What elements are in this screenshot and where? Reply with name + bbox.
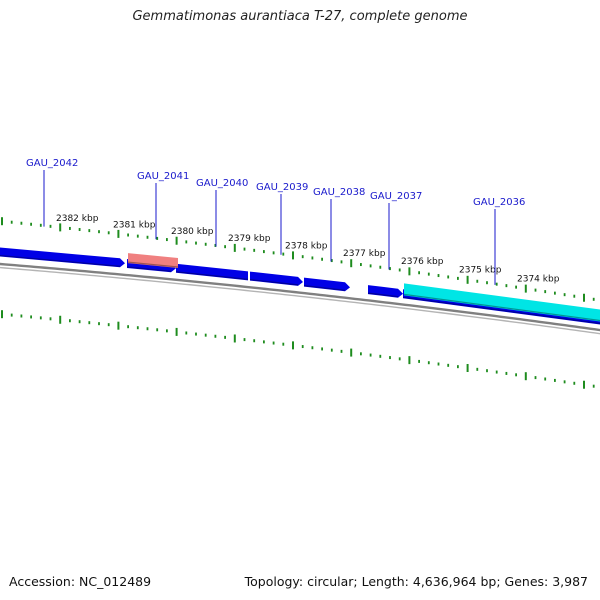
gene-feature-gau-2040-shade: [175, 271, 249, 280]
gene-labels: GAU_2042 GAU_2041 GAU_2040 GAU_2039 GAU_2038…: [26, 158, 525, 285]
accession-text: Accession: NC_012489: [9, 574, 152, 589]
gene-feature-gau-2037-shade: [367, 292, 399, 298]
gene-label[interactable]: GAU_2040: [196, 178, 248, 189]
gene-label[interactable]: GAU_2037: [370, 191, 422, 202]
scale-label: 2379 kbp: [228, 234, 271, 244]
gene-feature-gau-2041-shade: [126, 266, 172, 272]
highlighted-feature[interactable]: [128, 253, 178, 268]
gene-feature-gau-2039-shade: [249, 279, 299, 286]
backbone-arc: [0, 262, 600, 335]
gene-label[interactable]: GAU_2041: [137, 171, 189, 182]
scale-label: 2380 kbp: [171, 227, 214, 237]
highlighted-feature-shade: [127, 261, 179, 268]
gene-label[interactable]: GAU_2042: [26, 158, 78, 169]
feature-track: [0, 247, 600, 325]
gene-feature-gau-2037[interactable]: [368, 285, 403, 298]
scale-label: 2374 kbp: [517, 274, 560, 284]
map-title: Gemmatimonas aurantiaca T-27, complete g…: [132, 9, 468, 24]
gene-feature-gau-2038[interactable]: [304, 277, 350, 292]
scale-label: 2377 kbp: [343, 249, 386, 259]
gene-feature-gau-2040[interactable]: [176, 263, 248, 281]
gene-feature-gau-2038-shade: [303, 285, 346, 291]
scale-label: 2376 kbp: [401, 257, 444, 267]
backbone-outer-line: [0, 262, 600, 332]
gene-label[interactable]: GAU_2039: [256, 182, 308, 193]
outer-scale-ticks: [1, 217, 595, 302]
scale-labels: 2382 kbp 2381 kbp 2380 kbp 2379 kbp 2378 kbp…: [56, 214, 560, 284]
scale-label: 2381 kbp: [113, 220, 156, 230]
gene-feature-gau-2042-shade: [0, 254, 121, 267]
gene-feature-gau-2039[interactable]: [250, 271, 303, 286]
inner-scale-ticks: [1, 310, 595, 389]
scale-label: 2382 kbp: [56, 214, 99, 224]
genome-summary-text: Topology: circular; Length: 4,636,964 bp…: [244, 574, 588, 589]
gene-feature-gau-2042[interactable]: [0, 247, 125, 268]
scale-label: 2375 kbp: [459, 266, 502, 276]
gene-feature-gau-2036-shade: [402, 296, 600, 325]
selected-feature-shade: [403, 293, 600, 322]
selected-feature[interactable]: [404, 283, 600, 322]
gene-label[interactable]: GAU_2038: [313, 187, 365, 198]
scale-label: 2378 kbp: [285, 241, 328, 251]
gene-label[interactable]: GAU_2036: [473, 197, 525, 208]
backbone-inner-line: [0, 266, 600, 335]
